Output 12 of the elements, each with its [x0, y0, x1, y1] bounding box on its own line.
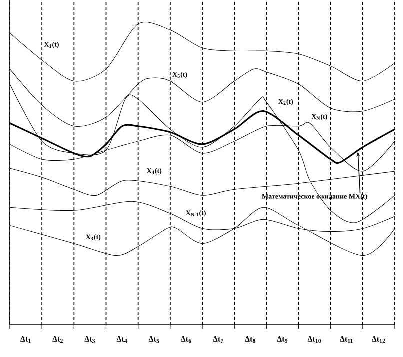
x-tick-label: Δt$_{3}$: [84, 336, 96, 344]
x-tick-label: Δt$_{5}$: [148, 336, 160, 344]
x-tick-label: Δt$_{9}$: [277, 336, 288, 344]
x-tick-label: Δt$_{6}$: [180, 336, 192, 344]
x-tick-label: Δt$_{10}$: [308, 336, 322, 344]
x-tick-label: Δt$_{12}$: [372, 336, 386, 344]
x-tick-label: Δt$_{2}$: [52, 336, 63, 344]
x-tick-label: Δt$_{11}$: [340, 336, 354, 344]
x-tick-label: Δt$_{4}$: [116, 336, 128, 344]
x-tick-label: Δt$_{8}$: [245, 336, 256, 344]
x-tick-label: Δt$_{7}$: [213, 336, 224, 343]
x-tick-label: Δt$_{1}$: [20, 336, 31, 344]
